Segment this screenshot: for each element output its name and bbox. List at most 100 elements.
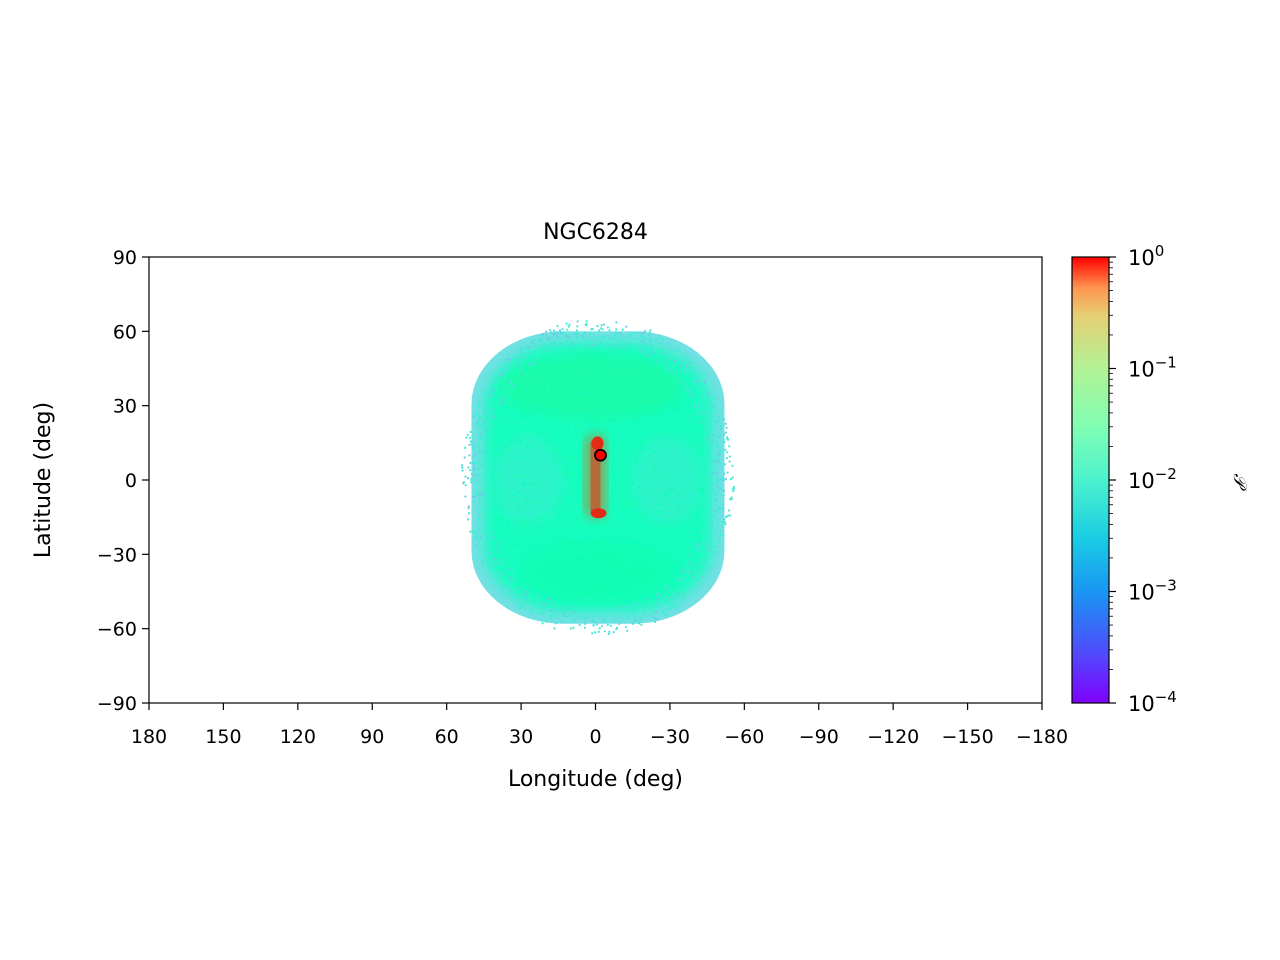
- scatter-point: [681, 593, 685, 597]
- scatter-point: [525, 355, 528, 359]
- scatter-point: [631, 604, 634, 607]
- scatter-point: [663, 382, 666, 386]
- scatter-point: [622, 345, 625, 349]
- scatter-point: [613, 334, 616, 337]
- scatter-point: [543, 404, 546, 407]
- scatter-point: [545, 474, 549, 477]
- scatter-point: [538, 380, 541, 384]
- scatter-point: [719, 450, 722, 453]
- scatter-point: [693, 383, 697, 386]
- scatter-point: [628, 460, 632, 464]
- scatter-point: [552, 600, 555, 604]
- scatter-point: [634, 457, 637, 461]
- scatter-point: [555, 566, 559, 570]
- scatter-point: [662, 518, 666, 521]
- scatter-point: [648, 554, 652, 557]
- scatter-point: [583, 382, 587, 386]
- scatter-point: [583, 332, 586, 335]
- scatter-point: [523, 566, 526, 570]
- scatter-point: [727, 438, 730, 441]
- scatter-point: [670, 358, 673, 361]
- scatter-point: [546, 521, 550, 524]
- scatter-point: [588, 547, 591, 551]
- scatter-point: [650, 609, 653, 612]
- scatter-point: [592, 357, 596, 361]
- scatter-point: [550, 408, 554, 411]
- scatter-point: [666, 385, 670, 388]
- scatter-point: [676, 409, 679, 412]
- scatter-point: [685, 387, 689, 390]
- scatter-point: [634, 612, 638, 615]
- scatter-point: [640, 444, 644, 448]
- scatter-point: [651, 515, 655, 519]
- scatter-point: [636, 584, 639, 588]
- scatter-point: [691, 511, 695, 515]
- scatter-point: [568, 402, 572, 405]
- scatter-point: [618, 458, 622, 461]
- scatter-point: [729, 514, 732, 517]
- scatter-point: [630, 361, 633, 364]
- scatter-point: [657, 409, 660, 412]
- scatter-point: [538, 340, 541, 343]
- scatter-point: [574, 520, 577, 523]
- scatter-point: [626, 629, 629, 633]
- scatter-point: [671, 603, 674, 606]
- scatter-point: [560, 383, 564, 386]
- scatter-point: [478, 461, 481, 464]
- scatter-point: [705, 394, 708, 397]
- scatter-point: [725, 426, 728, 429]
- scatter-point: [612, 426, 616, 430]
- scatter-point: [617, 390, 620, 393]
- scatter-point: [623, 364, 626, 368]
- scatter-point: [565, 333, 568, 336]
- scatter-point: [492, 388, 495, 391]
- scatter-point: [619, 611, 622, 614]
- scatter-point: [522, 546, 525, 549]
- scatter-point: [509, 576, 512, 580]
- scatter-point: [719, 487, 722, 490]
- scatter-point: [519, 356, 522, 359]
- scatter-point: [576, 455, 579, 459]
- scatter-point: [727, 514, 730, 517]
- scatter-point: [640, 448, 643, 451]
- scatter-point: [477, 400, 480, 403]
- scatter-point: [687, 462, 690, 465]
- scatter-point: [501, 586, 504, 590]
- scatter-point: [613, 583, 616, 586]
- scatter-point: [528, 428, 532, 432]
- scatter-point: [572, 611, 575, 614]
- scatter-point: [726, 436, 729, 439]
- scatter-point: [519, 351, 522, 354]
- scatter-point: [616, 499, 620, 502]
- scatter-point: [713, 510, 716, 513]
- scatter-point: [554, 607, 558, 611]
- scatter-point: [509, 382, 512, 385]
- scatter-point: [618, 454, 621, 457]
- scatter-point: [632, 545, 635, 548]
- colorbar-gradient: [1071, 256, 1110, 704]
- scatter-point: [625, 325, 628, 328]
- scatter-point: [556, 490, 559, 493]
- scatter-point: [491, 557, 494, 560]
- scatter-point: [617, 622, 621, 626]
- scatter-point: [542, 607, 545, 610]
- scatter-point: [624, 614, 628, 617]
- scatter-point: [517, 473, 520, 476]
- scatter-point: [509, 500, 513, 504]
- scatter-point: [721, 525, 724, 528]
- scatter-point: [721, 476, 725, 479]
- scatter-points: [460, 320, 736, 636]
- scatter-point: [615, 328, 618, 331]
- scatter-point: [493, 373, 496, 376]
- scatter-point: [482, 555, 485, 558]
- scatter-point: [613, 409, 617, 413]
- scatter-point: [702, 418, 706, 421]
- scatter-point: [714, 410, 717, 413]
- scatter-point: [550, 516, 553, 520]
- scatter-point: [466, 518, 470, 521]
- scatter-point: [713, 404, 716, 408]
- scatter-point: [558, 330, 561, 334]
- scatter-point: [467, 512, 470, 515]
- scatter-point: [470, 443, 473, 446]
